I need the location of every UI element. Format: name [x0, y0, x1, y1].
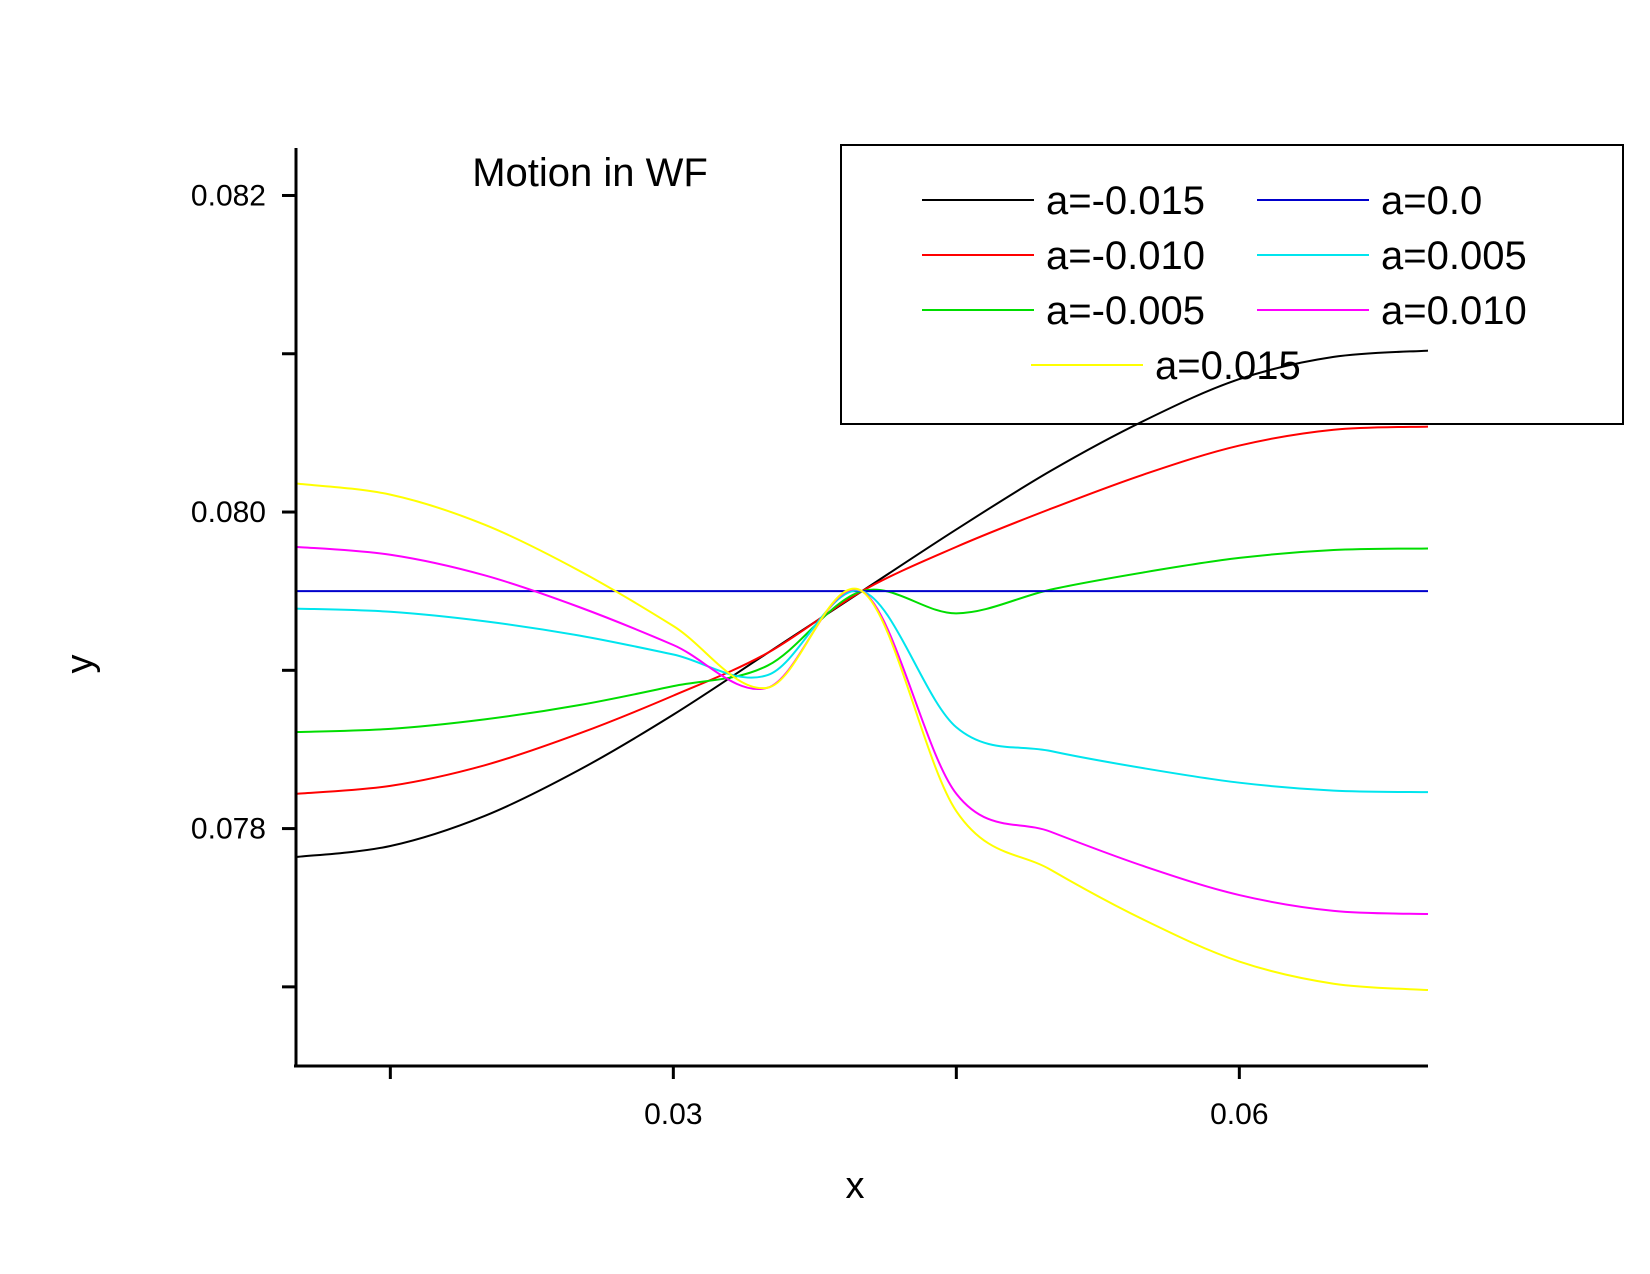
y-axis-label: y — [59, 655, 101, 674]
y-tick-label: 0.082 — [191, 179, 266, 212]
legend-label: a=0.005 — [1381, 234, 1527, 278]
legend-box — [840, 144, 1624, 425]
series-lines — [295, 349, 1429, 992]
legend-label: a=0.0 — [1381, 179, 1482, 223]
legend-label: a=-0.005 — [1046, 289, 1205, 333]
series-line-5 — [295, 545, 1429, 916]
series-line-4 — [295, 589, 1429, 794]
legend-label: a=-0.010 — [1046, 234, 1205, 278]
y-tick-label: 0.080 — [191, 496, 266, 529]
series-line-6 — [295, 482, 1429, 992]
axes — [294, 148, 1428, 1068]
y-tick-label: 0.078 — [191, 813, 266, 846]
chart-title: Motion in WF — [472, 151, 708, 195]
x-tick-label: 0.06 — [1210, 1098, 1268, 1131]
x-axis-label: x — [846, 1165, 865, 1207]
legend: a=-0.015 a=0.0 a=-0.010 a=0.005 a=-0.005 a=0.… — [840, 144, 1624, 425]
x-tick-label: 0.03 — [644, 1098, 702, 1131]
legend-label: a=0.015 — [1155, 344, 1301, 388]
series-line-2 — [295, 547, 1429, 734]
series-line-1 — [295, 425, 1429, 795]
legend-label: a=-0.015 — [1046, 179, 1205, 223]
series-line-0 — [295, 349, 1429, 859]
y-ticks: 0.078 0.080 0.082 — [191, 179, 296, 989]
x-ticks: 0.03 0.06 — [388, 1066, 1269, 1131]
legend-label: a=0.010 — [1381, 289, 1527, 333]
